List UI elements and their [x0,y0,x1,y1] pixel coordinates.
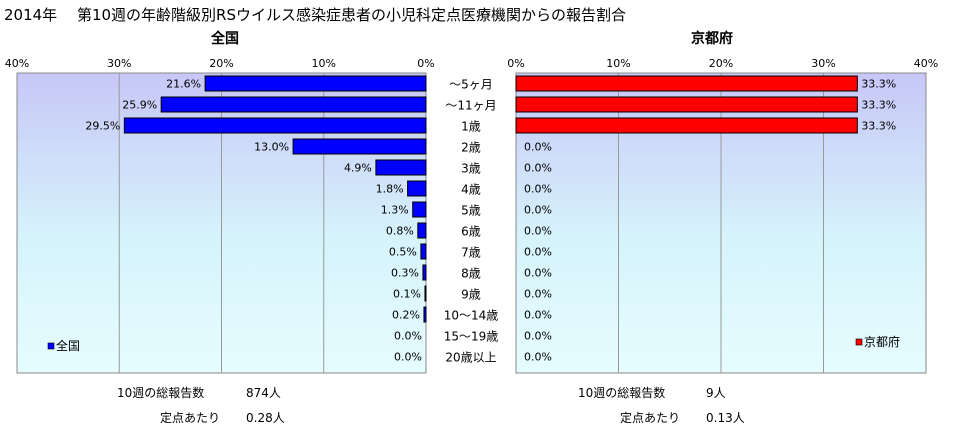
national-panel-title: 全国 [210,30,239,47]
bar [123,117,427,134]
tick-label: 30% [107,57,131,70]
kyoto-bars [515,75,858,134]
bar [375,159,427,176]
data-label: 25.9% [122,99,157,112]
kyoto-legend-label: 京都府 [864,334,900,349]
data-label: 0.0% [524,330,552,343]
data-label: 29.5% [85,120,120,133]
data-label: 21.6% [166,78,201,91]
tick-label: 30% [811,57,835,70]
data-label: 13.0% [254,141,289,154]
category-label: 5歳 [461,204,481,218]
kyoto-panel-title: 京都府 [691,30,733,47]
category-label: 2歳 [461,141,481,155]
national-per-label: 定点あたり [160,410,220,425]
category-label: 6歳 [461,225,481,239]
category-label: 10～14歳 [444,309,499,323]
bar [515,75,858,92]
national-total-label: 10週の総報告数 [117,385,204,400]
data-label: 1.3% [381,204,409,217]
data-label: 0.0% [524,309,552,322]
kyoto-total-value: 9人 [706,386,726,400]
bar [424,285,427,302]
national-legend-label: 全国 [56,338,80,353]
data-label: 33.3% [861,99,896,112]
data-label: 4.9% [344,162,372,175]
tick-label: 20% [709,57,733,70]
category-label: 15～19歳 [444,330,499,344]
tick-label: 20% [209,57,233,70]
bar [204,75,427,92]
bar [292,138,427,155]
data-label: 0.0% [524,162,552,175]
bar [412,201,427,218]
bar [423,306,427,323]
bar [420,243,427,260]
tick-label: 0% [507,57,524,70]
kyoto-summary: 10週の総報告数 9人 定点あたり 0.13人 [578,385,745,425]
national-summary: 10週の総報告数 874人 定点あたり 0.28人 [117,385,285,425]
national-panel: 全国 40% 30% 20% 10% 0% 21.6% 25.9%29.5% 13.0% 4.… [5,30,435,374]
national-per-value: 0.28人 [246,411,285,425]
category-label: 1歳 [461,120,481,134]
data-label: 0.0% [394,351,422,364]
data-label: 0.0% [524,351,552,364]
data-label: 0.0% [524,267,552,280]
category-label: 7歳 [461,246,481,260]
data-label: 0.0% [524,141,552,154]
national-legend-swatch [47,342,55,350]
national-total-value: 874人 [246,386,281,400]
category-label: 20歳以上 [445,351,496,365]
kyoto-legend: 京都府 [855,334,900,349]
data-label: 0.3% [391,267,419,280]
kyoto-data-labels: 33.3% 33.3% 33.3% 0.0% 0.0% 0.0% 0.0% 0.0% 0.0% 0… [524,78,896,364]
kyoto-tick-labels: 0% 10% 20% 30% 40% [507,57,938,70]
category-labels: ～5ヶ月 ～11ヶ月 1歳 2歳 3歳 4歳 5歳 6歳 7歳 8歳 9歳 10～14歳 15～19歳 2… [444,78,499,365]
data-label: 0.0% [524,246,552,259]
category-label: ～5ヶ月 [449,78,493,92]
tick-label: 10% [606,57,630,70]
kyoto-per-label: 定点あたり [620,410,680,425]
tick-label: 0% [417,57,434,70]
data-label: 0.0% [524,225,552,238]
bar [417,222,427,239]
kyoto-total-label: 10週の総報告数 [578,385,665,400]
bar [422,264,427,281]
data-label: 33.3% [861,120,896,133]
bar [515,96,858,113]
category-label: 4歳 [461,183,481,197]
national-data-labels: 21.6% 25.9%29.5% 13.0% 4.9% 1.8% 1.3% 0.8% 0.5%… [85,78,422,364]
tick-label: 40% [914,57,938,70]
category-label: 9歳 [461,288,481,302]
kyoto-panel: 京都府 0% 10% 20% 30% 40% 33.3% 33.3% 33.3% 0.0% 0.… [507,30,938,374]
category-label: 8歳 [461,267,481,281]
tick-label: 10% [312,57,336,70]
data-label: 0.0% [524,288,552,301]
data-label: 0.0% [524,204,552,217]
tick-label: 40% [5,57,29,70]
data-label: 0.1% [393,288,421,301]
data-label: 0.5% [389,246,417,259]
bar [515,117,858,134]
bar [160,96,427,113]
bar [407,180,427,197]
data-label: 0.0% [394,330,422,343]
national-tick-labels: 40% 30% 20% 10% 0% [5,57,435,70]
category-label: 3歳 [461,162,481,176]
data-label: 0.8% [386,225,414,238]
category-label: ～11ヶ月 [445,99,496,113]
page-title: 2014年 第10週の年齢階級別RSウイルス感染症患者の小児科定点医療機関からの… [4,6,626,24]
kyoto-legend-swatch [855,338,863,346]
national-legend: 全国 [47,338,80,353]
data-label: 0.2% [392,309,420,322]
data-label: 0.0% [524,183,552,196]
data-label: 1.8% [376,183,404,196]
kyoto-per-value: 0.13人 [706,411,745,425]
national-bars [123,75,427,323]
data-label: 33.3% [861,78,896,91]
